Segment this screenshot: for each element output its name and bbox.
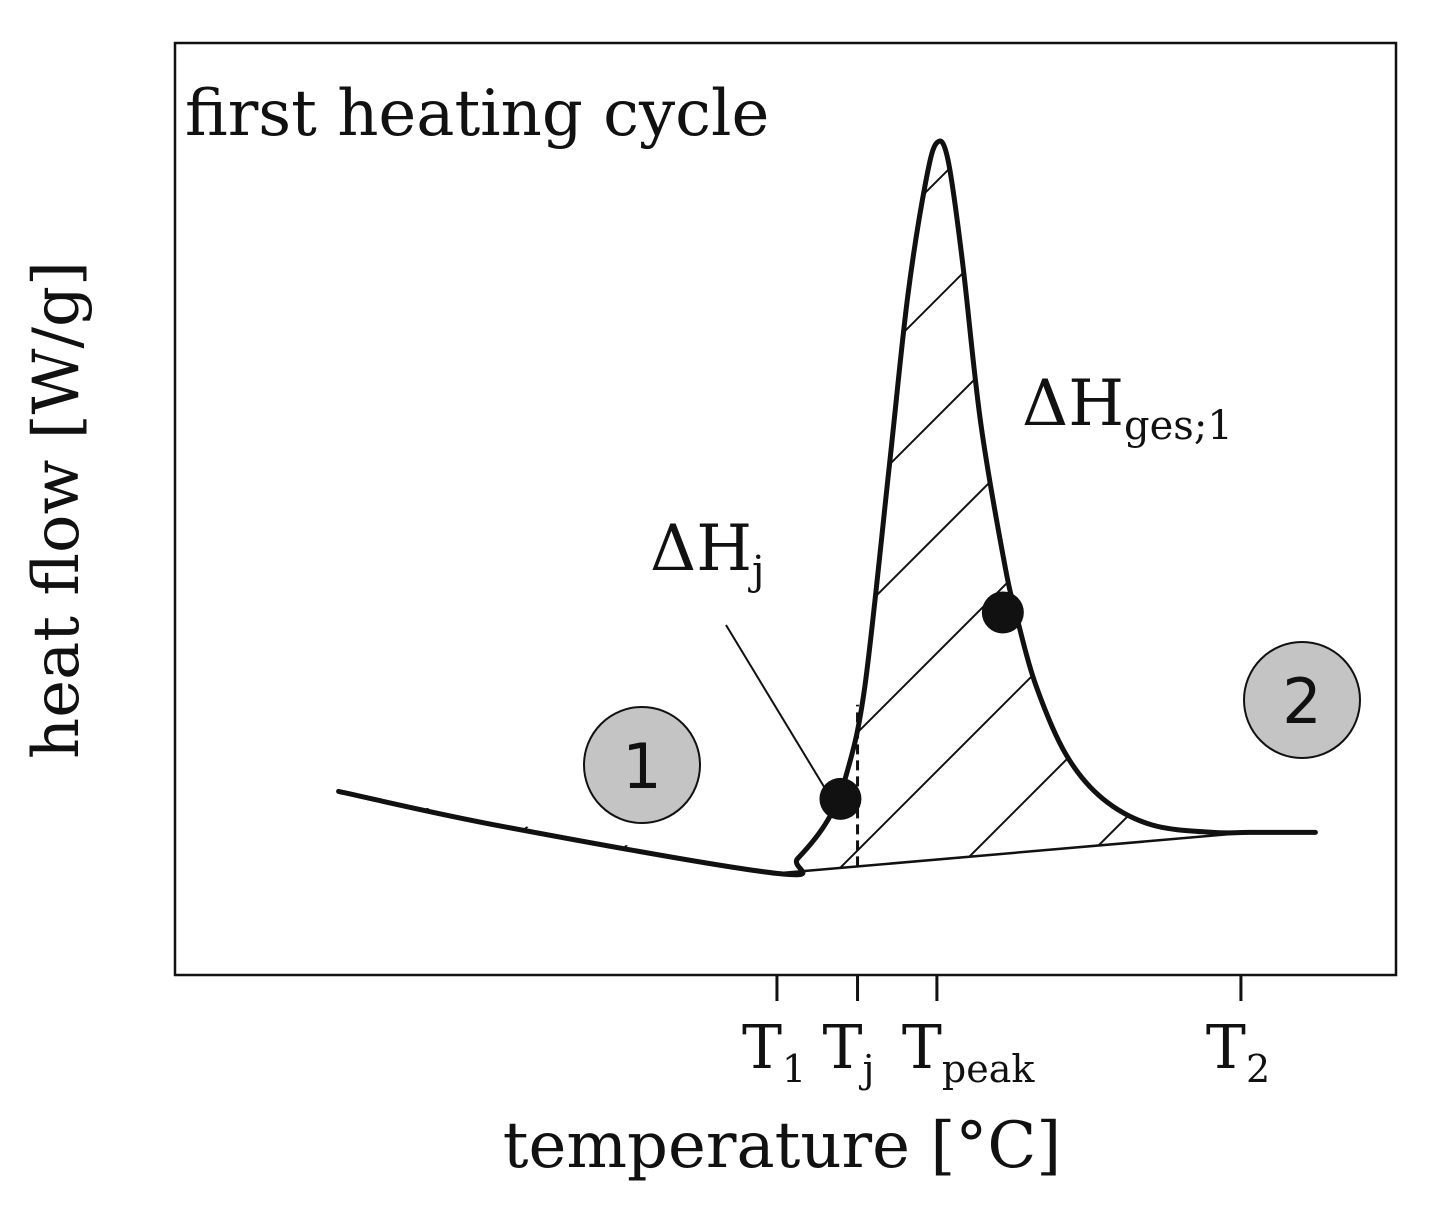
x-axis-label: temperature [°C]: [503, 1109, 1062, 1183]
region-1-label: 1: [622, 730, 661, 803]
point-tj: [819, 777, 862, 820]
y-axis-label: heat flow [W/g]: [20, 261, 94, 759]
x-tick-label-tpeak: Tpeak: [902, 1013, 1036, 1091]
region-1-badge: 1: [583, 706, 701, 824]
region-2-label: 2: [1282, 665, 1321, 738]
region-2-badge: 2: [1243, 641, 1361, 759]
chart-title: first heating cycle: [185, 77, 769, 151]
x-tick-label-t1: T1: [742, 1013, 806, 1091]
baseline: [776, 831, 1250, 875]
dh-ges-label: ΔHges;1: [1022, 367, 1233, 449]
x-ticks: T1 Tj Tpeak T2: [742, 975, 1270, 1091]
leader-line-dh-j: [725, 624, 827, 791]
x-tick-label-tj: Tj: [823, 1013, 875, 1091]
point-ges: [981, 591, 1024, 634]
dh-j-label: ΔHj: [650, 512, 764, 594]
hatch-line: [943, 141, 1250, 875]
heat-flow-curve: [336, 138, 1318, 878]
hatch-line: [825, 141, 1250, 875]
x-tick-label-t2: T2: [1206, 1013, 1270, 1091]
plot-frame: [173, 41, 1398, 977]
